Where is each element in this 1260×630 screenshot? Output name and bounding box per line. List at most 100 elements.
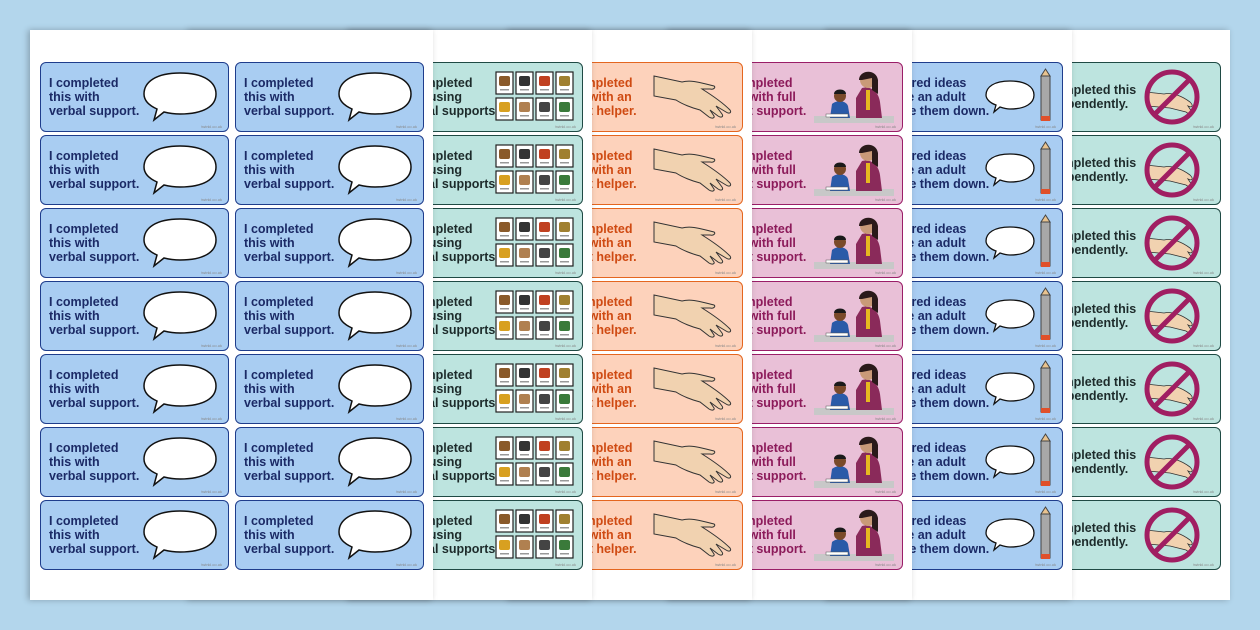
label-text-line: I completed	[244, 222, 314, 236]
watermark-text: twinkl.co.uk	[875, 416, 896, 421]
label-text-line: this with	[244, 309, 295, 323]
label-text-line: verbal support.	[244, 542, 335, 556]
watermark-text: twinkl.co.uk	[201, 270, 222, 275]
speech-bubble-icon	[138, 141, 222, 199]
no-hand-icon	[1130, 433, 1214, 491]
label-text-line: verbal support.	[244, 177, 335, 191]
speech-bubble-icon	[138, 506, 222, 564]
watermark-text: twinkl.co.uk	[875, 270, 896, 275]
visual-symbols-icon	[492, 433, 576, 491]
label-text: I completed this with verbal support.	[49, 514, 139, 556]
watermark-text: twinkl.co.uk	[1193, 197, 1214, 202]
watermark-text: twinkl.co.uk	[715, 416, 736, 421]
watermark-text: twinkl.co.uk	[1035, 562, 1056, 567]
label-card: I completed this with verbal support. twink…	[235, 427, 424, 497]
watermark-text: twinkl.co.uk	[1035, 416, 1056, 421]
teacher-and-child-icon	[812, 68, 896, 126]
helping-hand-icon	[652, 360, 736, 418]
label-text-line: I completed	[244, 76, 314, 90]
watermark-text: twinkl.co.uk	[1035, 197, 1056, 202]
label-card: I completed this with verbal support. twink…	[40, 281, 229, 351]
helping-hand-icon	[652, 433, 736, 491]
label-text: I completed this with verbal support.	[49, 222, 139, 264]
watermark-text: twinkl.co.uk	[555, 270, 576, 275]
label-text-line: I completed	[49, 441, 119, 455]
label-text-line: verbal support.	[49, 177, 140, 191]
watermark-text: twinkl.co.uk	[1035, 343, 1056, 348]
label-text: I completed this with verbal support.	[244, 149, 334, 191]
watermark-text: twinkl.co.uk	[555, 416, 576, 421]
speech-bubble-pencil-icon	[972, 360, 1056, 418]
label-text-line: this with	[49, 309, 100, 323]
visual-symbols-icon	[492, 214, 576, 272]
label-card: I completed this with verbal support. twink…	[235, 62, 424, 132]
label-card: I completed this with verbal support. twink…	[235, 354, 424, 424]
label-text-line: I completed	[244, 514, 314, 528]
watermark-text: twinkl.co.uk	[201, 489, 222, 494]
label-text-line: this with	[244, 163, 295, 177]
watermark-text: twinkl.co.uk	[396, 124, 417, 129]
watermark-text: twinkl.co.uk	[1035, 124, 1056, 129]
label-card: I completed this with verbal support. twink…	[235, 135, 424, 205]
visual-symbols-icon	[492, 141, 576, 199]
watermark-text: twinkl.co.uk	[715, 489, 736, 494]
teacher-and-child-icon	[812, 433, 896, 491]
watermark-text: twinkl.co.uk	[875, 124, 896, 129]
label-card: I completed this with verbal support. twink…	[40, 354, 229, 424]
label-text-line: this with	[244, 528, 295, 542]
label-card: I completed this with verbal support. twink…	[235, 208, 424, 278]
no-hand-icon	[1130, 141, 1214, 199]
label-text-line: verbal support.	[244, 104, 335, 118]
speech-bubble-pencil-icon	[972, 506, 1056, 564]
teacher-and-child-icon	[812, 506, 896, 564]
label-text: I completed this with verbal support.	[244, 76, 334, 118]
no-hand-icon	[1130, 360, 1214, 418]
label-text-line: this with	[49, 90, 100, 104]
watermark-text: twinkl.co.uk	[396, 343, 417, 348]
watermark-text: twinkl.co.uk	[555, 489, 576, 494]
label-text-line: this with	[244, 90, 295, 104]
label-text-line: verbal support.	[244, 469, 335, 483]
label-text-line: verbal support.	[244, 396, 335, 410]
helping-hand-icon	[652, 287, 736, 345]
visual-symbols-icon	[492, 68, 576, 126]
watermark-text: twinkl.co.uk	[1193, 562, 1214, 567]
watermark-text: twinkl.co.uk	[396, 270, 417, 275]
label-text-line: I completed	[244, 295, 314, 309]
watermark-text: twinkl.co.uk	[201, 416, 222, 421]
watermark-text: twinkl.co.uk	[1193, 270, 1214, 275]
speech-bubble-icon	[333, 214, 417, 272]
label-text-line: I completed	[49, 295, 119, 309]
label-text-line: verbal support.	[49, 250, 140, 264]
label-text: I completed this with verbal support.	[244, 222, 334, 264]
watermark-text: twinkl.co.uk	[396, 416, 417, 421]
label-text-line: this with	[49, 528, 100, 542]
helping-hand-icon	[652, 141, 736, 199]
label-text: I completed this with verbal support.	[244, 441, 334, 483]
visual-symbols-icon	[492, 506, 576, 564]
watermark-text: twinkl.co.uk	[875, 562, 896, 567]
label-text-line: verbal support.	[49, 104, 140, 118]
speech-bubble-pencil-icon	[972, 287, 1056, 345]
label-text-line: verbal support.	[49, 469, 140, 483]
no-hand-icon	[1130, 214, 1214, 272]
speech-bubble-icon	[333, 360, 417, 418]
speech-bubble-icon	[333, 68, 417, 126]
label-text-line: this with	[244, 236, 295, 250]
helping-hand-icon	[652, 214, 736, 272]
label-text-line: verbal support.	[49, 542, 140, 556]
watermark-text: twinkl.co.uk	[201, 343, 222, 348]
label-text-line: I completed	[49, 368, 119, 382]
watermark-text: twinkl.co.uk	[555, 124, 576, 129]
watermark-text: twinkl.co.uk	[201, 197, 222, 202]
speech-bubble-icon	[138, 433, 222, 491]
watermark-text: twinkl.co.uk	[396, 489, 417, 494]
teacher-and-child-icon	[812, 287, 896, 345]
watermark-text: twinkl.co.uk	[396, 197, 417, 202]
speech-bubble-icon	[333, 506, 417, 564]
label-text-line: verbal support.	[49, 396, 140, 410]
label-text: I completed this with verbal support.	[244, 514, 334, 556]
watermark-text: twinkl.co.uk	[715, 270, 736, 275]
no-hand-icon	[1130, 68, 1214, 126]
watermark-text: twinkl.co.uk	[1035, 489, 1056, 494]
